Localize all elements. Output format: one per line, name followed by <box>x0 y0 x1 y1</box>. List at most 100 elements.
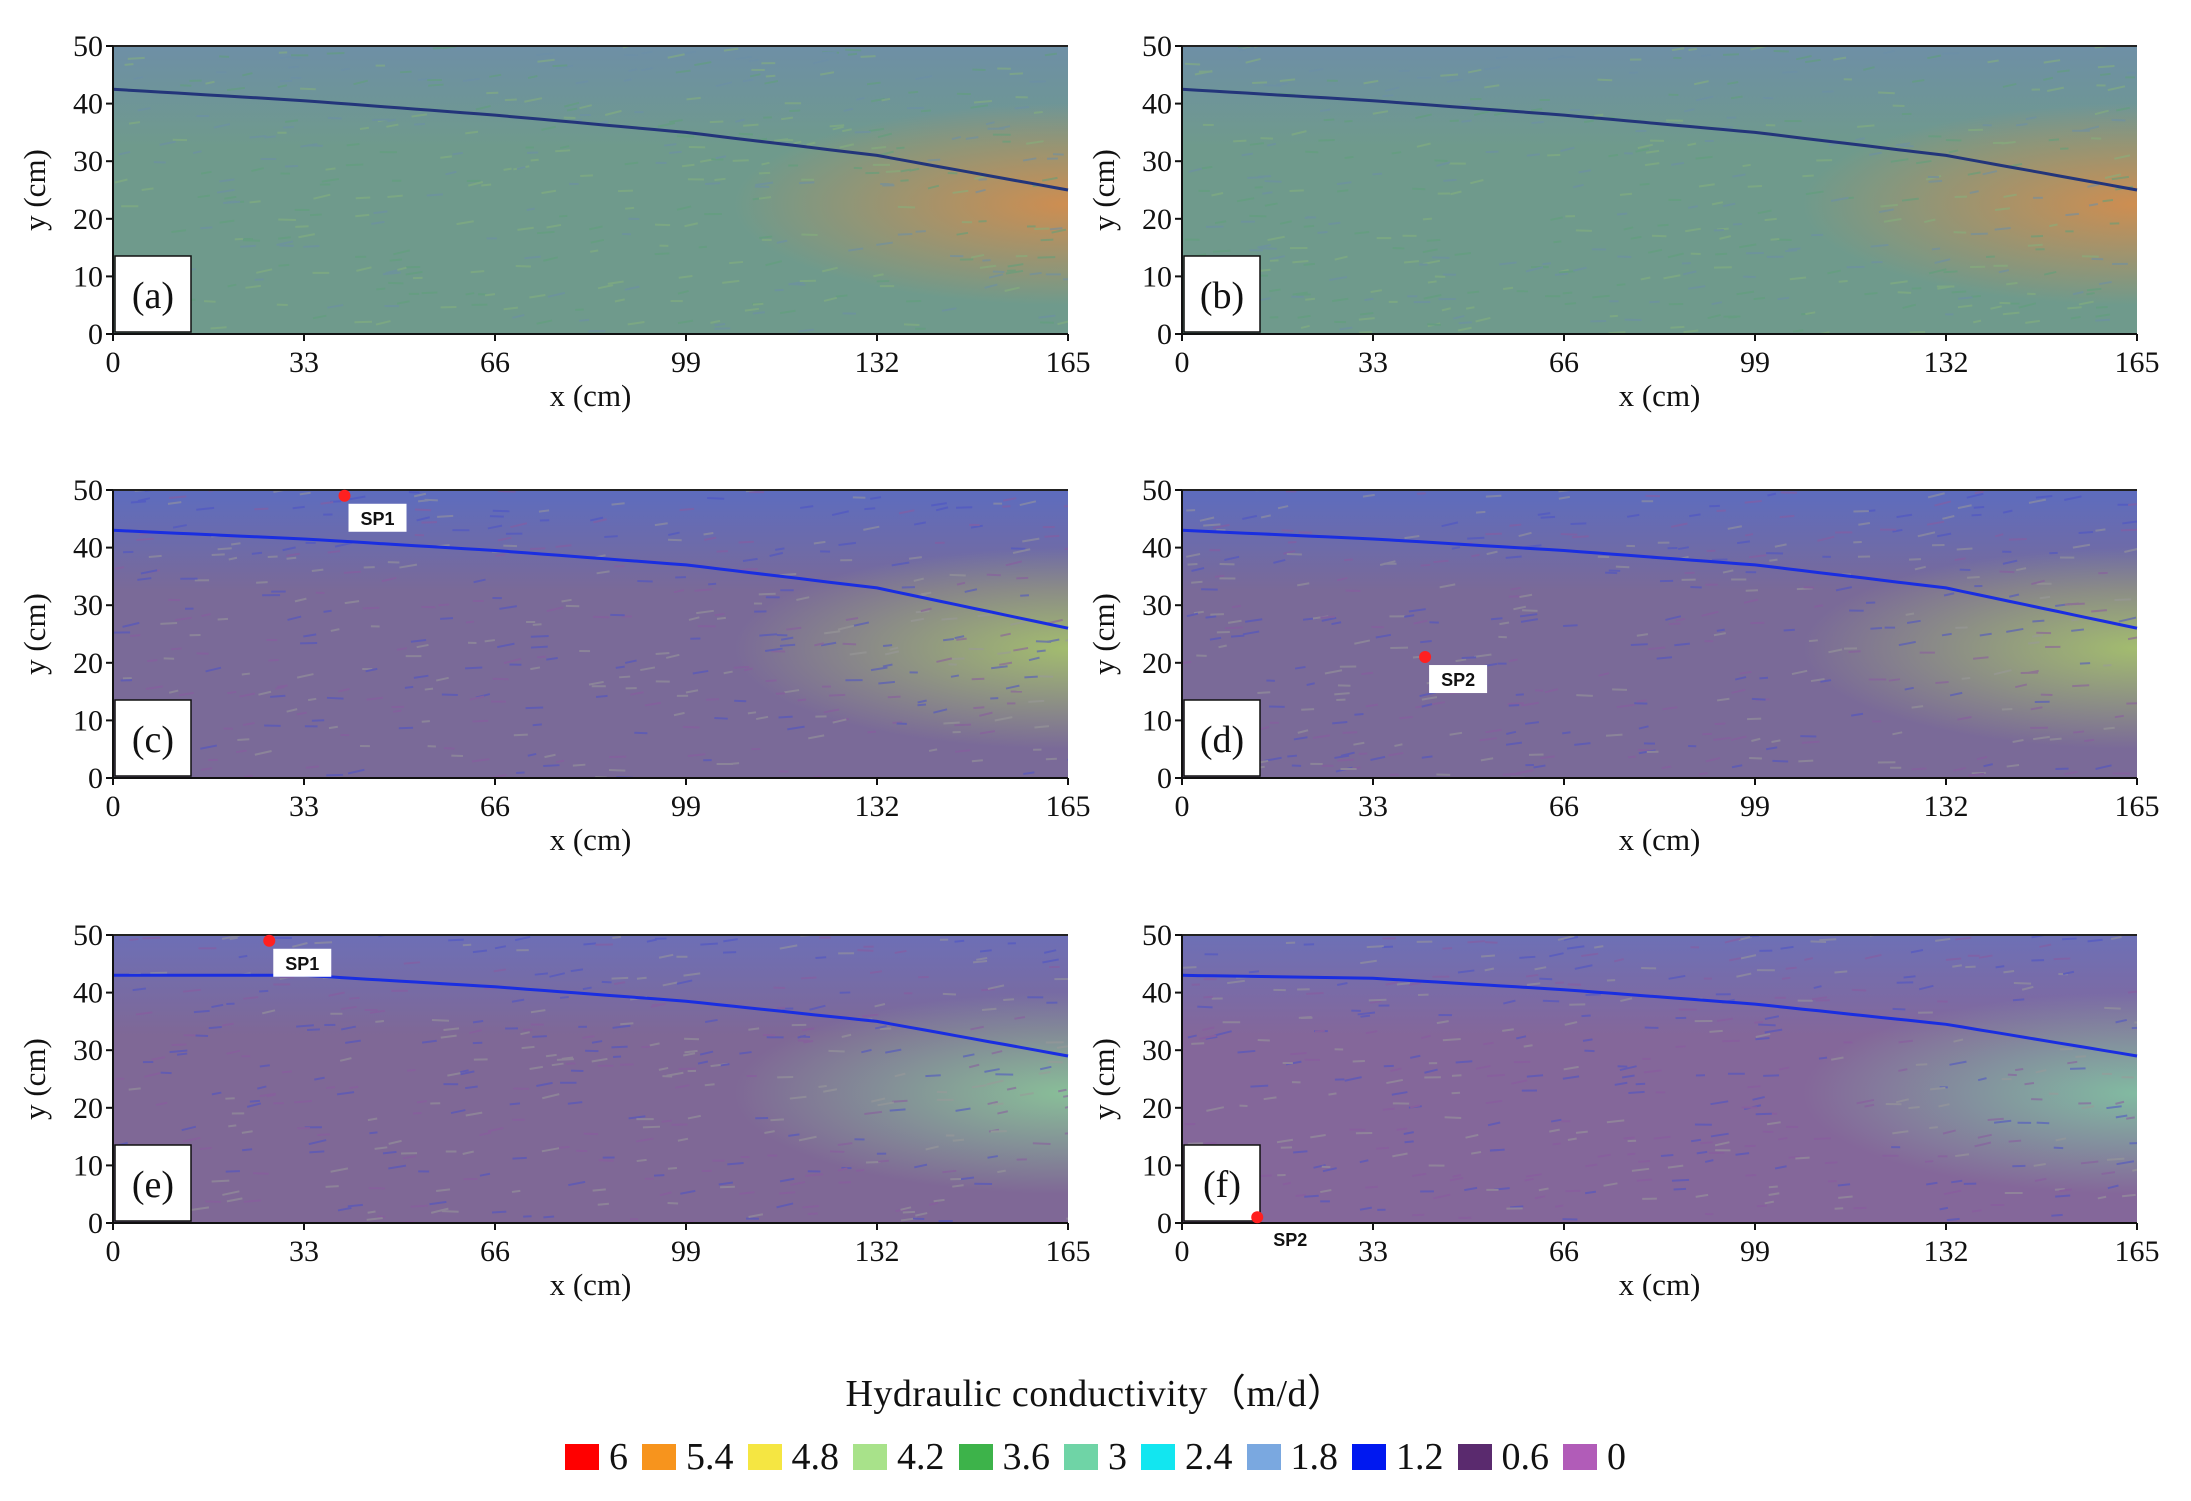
panel-label: (a) <box>132 275 174 317</box>
x-tick-label: 132 <box>1924 1235 1969 1268</box>
x-tick-label: 132 <box>855 1235 900 1268</box>
panel-b: 0 33 66 99 132 165 0 10 20 30 40 50 x (cm) y (cm) (b) <box>1086 30 2160 413</box>
legend-item-label: 0.6 <box>1501 1436 1550 1478</box>
y-tick-label: 0 <box>88 762 103 795</box>
y-tick-label: 30 <box>73 1034 103 1067</box>
seepage-face-zone <box>113 46 1068 334</box>
y-tick-label: 0 <box>1157 1207 1172 1240</box>
x-tick-label: 132 <box>855 790 900 823</box>
legend: Hydraulic conductivity（m/d） 6 5.4 4.8 4.2 3.… <box>0 1362 2191 1479</box>
x-tick-label: 165 <box>1046 1235 1091 1268</box>
x-tick-label: 33 <box>1358 346 1388 379</box>
x-tick-label: 0 <box>106 790 121 823</box>
legend-swatch <box>747 1444 782 1470</box>
y-tick-label: 0 <box>88 318 103 351</box>
y-tick-label: 30 <box>1142 589 1172 622</box>
y-tick-label: 10 <box>1142 1149 1172 1182</box>
x-tick-label: 132 <box>1924 346 1969 379</box>
flow-vectors <box>114 46 1068 333</box>
legend-swatch <box>642 1444 676 1470</box>
sampling-point-label: SP1 <box>360 509 394 529</box>
y-axis-label: y (cm) <box>1086 593 1121 675</box>
y-tick-label: 0 <box>1157 318 1172 351</box>
y-tick-label: 30 <box>73 145 103 178</box>
x-tick-label: 0 <box>1175 790 1190 823</box>
figure: 0 33 66 99 132 165 0 10 20 30 40 50 x (cm) y (cm) (a) 0… <box>17 30 2160 1302</box>
legend-swatch <box>1141 1444 1175 1470</box>
x-tick-label: 99 <box>671 790 701 823</box>
y-axis-label: y (cm) <box>17 593 52 675</box>
x-axis-label: x (cm) <box>550 822 632 857</box>
panel-e: 0 33 66 99 132 165 0 10 20 30 40 50 x (cm) y (cm) (e) S… <box>17 919 1091 1302</box>
panel-c: 0 33 66 99 132 165 0 10 20 30 40 50 x (cm) y (cm) (c) S… <box>17 474 1091 857</box>
x-axis-label: x (cm) <box>1619 378 1701 413</box>
x-tick-label: 66 <box>480 346 510 379</box>
x-tick-label: 0 <box>106 346 121 379</box>
sampling-point-marker <box>338 489 351 502</box>
panel-label: (f) <box>1203 1164 1241 1206</box>
seepage-face-zone <box>113 935 1068 1223</box>
x-tick-label: 33 <box>289 790 319 823</box>
y-tick-label: 20 <box>1142 647 1172 680</box>
sampling-point-label-box <box>348 503 407 532</box>
panel-label: (c) <box>132 719 174 761</box>
x-tick-label: 132 <box>1924 790 1969 823</box>
y-tick-label: 50 <box>1142 919 1172 952</box>
sampling-point-label-box <box>1261 1225 1320 1254</box>
panel-a: 0 33 66 99 132 165 0 10 20 30 40 50 x (cm) y (cm) (a) <box>17 30 1091 413</box>
y-tick-label: 40 <box>1142 977 1172 1010</box>
legend-item: 6 <box>565 1435 628 1479</box>
x-tick-label: 0 <box>106 1235 121 1268</box>
panel-label-box <box>114 1144 192 1222</box>
x-tick-label: 33 <box>1358 1235 1388 1268</box>
sampling-point-marker <box>1251 1211 1264 1224</box>
legend-item: 1.2 <box>1352 1435 1444 1479</box>
legend-item-label: 4.8 <box>791 1436 840 1478</box>
flow-vectors <box>1182 490 2137 778</box>
x-tick-label: 99 <box>1740 1235 1770 1268</box>
sampling-point-label: SP2 <box>1441 670 1475 690</box>
seepage-face-zone <box>1182 46 2137 334</box>
y-tick-label: 10 <box>1142 704 1172 737</box>
legend-item: 0.6 <box>1457 1435 1550 1479</box>
y-axis-label: y (cm) <box>17 1038 52 1120</box>
legend-item-label: 0 <box>1607 1436 1626 1478</box>
y-axis-label: y (cm) <box>17 149 52 231</box>
flow-vectors <box>115 935 1068 1223</box>
sampling-point-marker <box>263 934 276 947</box>
y-tick-label: 40 <box>73 88 103 121</box>
x-tick-label: 66 <box>1549 1235 1579 1268</box>
y-tick-label: 0 <box>88 1207 103 1240</box>
panel-label: (d) <box>1200 719 1244 761</box>
legend-items: 6 5.4 4.8 4.2 3.6 3 2.4 1.8 1.2 0.6 0 <box>0 1435 2191 1479</box>
panel-label: (e) <box>132 1164 174 1206</box>
y-tick-label: 50 <box>73 919 103 952</box>
y-tick-label: 40 <box>1142 88 1172 121</box>
x-tick-label: 66 <box>1549 790 1579 823</box>
y-tick-label: 40 <box>73 532 103 565</box>
y-tick-label: 50 <box>1142 474 1172 507</box>
panel-label-box <box>1183 1144 1261 1222</box>
legend-swatch <box>958 1444 993 1470</box>
x-tick-label: 99 <box>671 346 701 379</box>
y-tick-label: 10 <box>73 260 103 293</box>
legend-item-label: 6 <box>609 1436 628 1478</box>
legend-item: 5.4 <box>642 1435 734 1479</box>
legend-item: 2.4 <box>1141 1435 1233 1479</box>
legend-item-label: 5.4 <box>686 1436 734 1478</box>
legend-item: 4.8 <box>747 1435 840 1479</box>
x-axis-label: x (cm) <box>550 1267 632 1302</box>
flow-vectors <box>1184 46 2136 334</box>
legend-item-label: 2.4 <box>1185 1436 1233 1478</box>
flow-vectors <box>113 490 1068 778</box>
y-tick-label: 50 <box>1142 30 1172 63</box>
seepage-face-zone <box>1182 490 2137 778</box>
legend-swatch <box>565 1444 599 1470</box>
y-tick-label: 20 <box>73 203 103 236</box>
y-tick-label: 50 <box>73 30 103 63</box>
y-tick-label: 30 <box>1142 145 1172 178</box>
water-table-line <box>1181 87 2138 192</box>
x-tick-label: 99 <box>1740 790 1770 823</box>
legend-item: 0 <box>1563 1435 1626 1479</box>
legend-item-label: 1.2 <box>1396 1436 1444 1478</box>
